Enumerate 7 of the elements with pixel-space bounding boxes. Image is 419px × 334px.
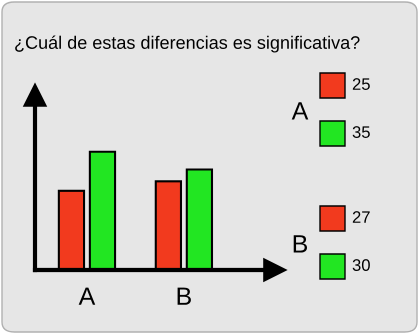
data-label: 25 bbox=[352, 78, 370, 90]
category-label: A bbox=[292, 102, 308, 120]
category-label: B bbox=[294, 235, 308, 252]
data-label: 30 bbox=[352, 259, 370, 271]
data-label: 27 bbox=[352, 211, 370, 223]
data-label: 35 bbox=[352, 126, 370, 138]
chart-title: ¿Cuál de estas diferencias es significativa? bbox=[15, 35, 360, 53]
